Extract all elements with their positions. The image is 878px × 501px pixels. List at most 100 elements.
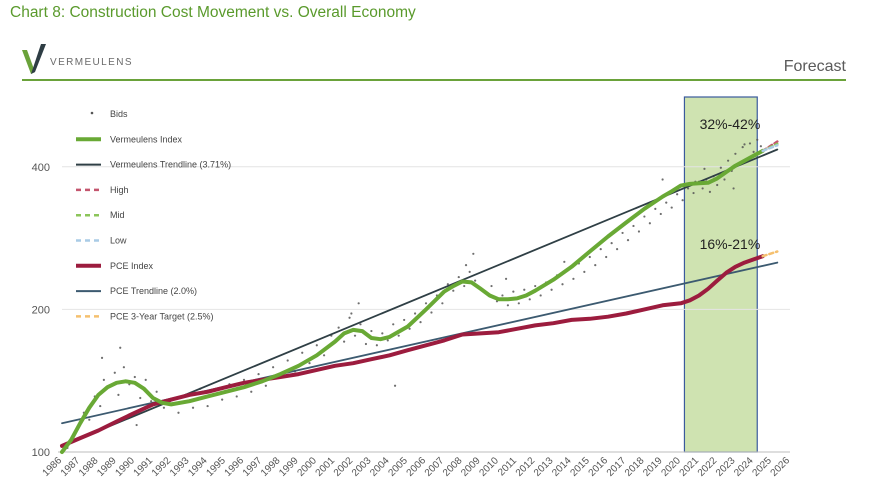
x-tick-label-2020: 2020 xyxy=(659,455,683,479)
bid-point xyxy=(403,318,406,322)
bid-point xyxy=(88,418,91,421)
x-tick-label-1992: 1992 xyxy=(150,455,174,479)
bid-point xyxy=(468,270,471,273)
bid-point xyxy=(235,395,238,398)
bid-point xyxy=(397,334,400,337)
bid-point xyxy=(572,277,575,280)
y-tick-label-400: 400 xyxy=(32,162,50,174)
bid-point xyxy=(337,326,340,329)
bid-point xyxy=(512,290,515,293)
bid-point xyxy=(661,178,664,181)
series-low xyxy=(761,144,779,153)
x-tick-label-2016: 2016 xyxy=(587,455,611,479)
x-tick-label-2009: 2009 xyxy=(459,455,483,479)
bid-point xyxy=(665,201,668,204)
bid-point xyxy=(242,378,246,381)
bid-point xyxy=(393,384,397,387)
x-tick-label-1998: 1998 xyxy=(259,455,283,479)
x-tick-label-2001: 2001 xyxy=(314,455,338,479)
x-tick-label-2026: 2026 xyxy=(769,455,793,479)
legend-label-bids: Bids xyxy=(110,109,128,119)
bid-point xyxy=(563,260,566,263)
x-tick-label-2007: 2007 xyxy=(423,455,447,479)
bid-point xyxy=(588,255,591,259)
bid-point xyxy=(413,312,417,315)
bid-point xyxy=(610,242,613,245)
x-tick-label-2023: 2023 xyxy=(714,455,738,479)
bid-point xyxy=(386,339,389,342)
bid-point xyxy=(692,191,695,195)
bid-point xyxy=(381,332,384,335)
bid-point xyxy=(408,327,411,330)
bid-point xyxy=(759,145,762,148)
legend-label-pce-trendline-2-0: PCE Trendline (2.0%) xyxy=(110,286,197,296)
bid-point xyxy=(517,302,520,305)
bid-point xyxy=(727,159,730,162)
bid-point xyxy=(457,275,460,279)
bid-point xyxy=(708,190,712,193)
legend-label-high: High xyxy=(110,185,129,195)
bid-point xyxy=(375,344,378,347)
bid-point xyxy=(719,166,722,169)
vermeulens-logo-icon xyxy=(22,44,46,74)
bid-point xyxy=(122,366,125,369)
legend-label-vermeulens-index: Vermeulens Index xyxy=(110,134,183,144)
bid-point xyxy=(703,167,706,170)
bid-point xyxy=(501,294,504,297)
bid-point xyxy=(419,321,422,324)
x-tick-label-1994: 1994 xyxy=(186,455,210,479)
bid-point xyxy=(643,215,646,218)
bid-point xyxy=(732,187,735,190)
bid-point xyxy=(659,212,662,216)
bid-point xyxy=(272,366,275,369)
bid-point xyxy=(315,344,318,347)
x-tick-label-2008: 2008 xyxy=(441,455,465,479)
legend-label-vermeulens-trendline-3-71: Vermeulens Trendline (3.71%) xyxy=(110,160,231,170)
bid-point xyxy=(430,311,433,314)
bid-point xyxy=(490,284,493,288)
bid-point xyxy=(250,390,253,393)
bid-point xyxy=(752,150,755,153)
bid-point xyxy=(221,398,224,401)
x-tick-label-1995: 1995 xyxy=(204,455,228,479)
x-tick-label-2022: 2022 xyxy=(696,455,720,479)
x-tick-label-1996: 1996 xyxy=(223,455,247,479)
header-rule xyxy=(22,79,846,81)
bid-point xyxy=(117,393,120,396)
bid-point xyxy=(654,207,657,210)
x-tick-label-2002: 2002 xyxy=(332,455,356,479)
bid-point xyxy=(748,142,752,145)
bid-point xyxy=(670,206,673,209)
bid-point xyxy=(191,406,195,409)
x-tick-label-2006: 2006 xyxy=(405,455,429,479)
bid-point xyxy=(119,346,122,349)
bid-point xyxy=(155,390,158,393)
y-tick-label-100: 100 xyxy=(32,447,50,459)
bid-point xyxy=(133,375,136,379)
bid-point xyxy=(701,187,704,190)
bid-point xyxy=(99,404,102,408)
bid-point xyxy=(359,323,362,326)
bid-point xyxy=(637,230,641,233)
series-vermeulens-index xyxy=(60,148,765,454)
bid-point xyxy=(616,248,619,251)
bid-point xyxy=(599,248,602,251)
x-tick-label-2012: 2012 xyxy=(514,455,538,479)
x-tick-label-2019: 2019 xyxy=(641,455,665,479)
bid-point xyxy=(162,406,166,409)
x-tick-label-2004: 2004 xyxy=(368,455,392,479)
bid-point xyxy=(648,222,651,225)
bid-point xyxy=(594,264,597,267)
bid-point xyxy=(206,404,209,408)
annotation-16-21: 16%-21% xyxy=(700,236,761,252)
x-tick-label-2025: 2025 xyxy=(750,455,774,479)
bid-point xyxy=(452,289,455,292)
x-tick-label-1988: 1988 xyxy=(77,455,101,479)
bid-point xyxy=(343,340,346,343)
bid-point xyxy=(264,384,267,387)
bid-point xyxy=(441,302,444,305)
x-tick-label-2003: 2003 xyxy=(350,455,374,479)
x-tick-label-2010: 2010 xyxy=(477,455,501,479)
bid-point xyxy=(472,252,475,255)
bid-point xyxy=(605,255,608,259)
